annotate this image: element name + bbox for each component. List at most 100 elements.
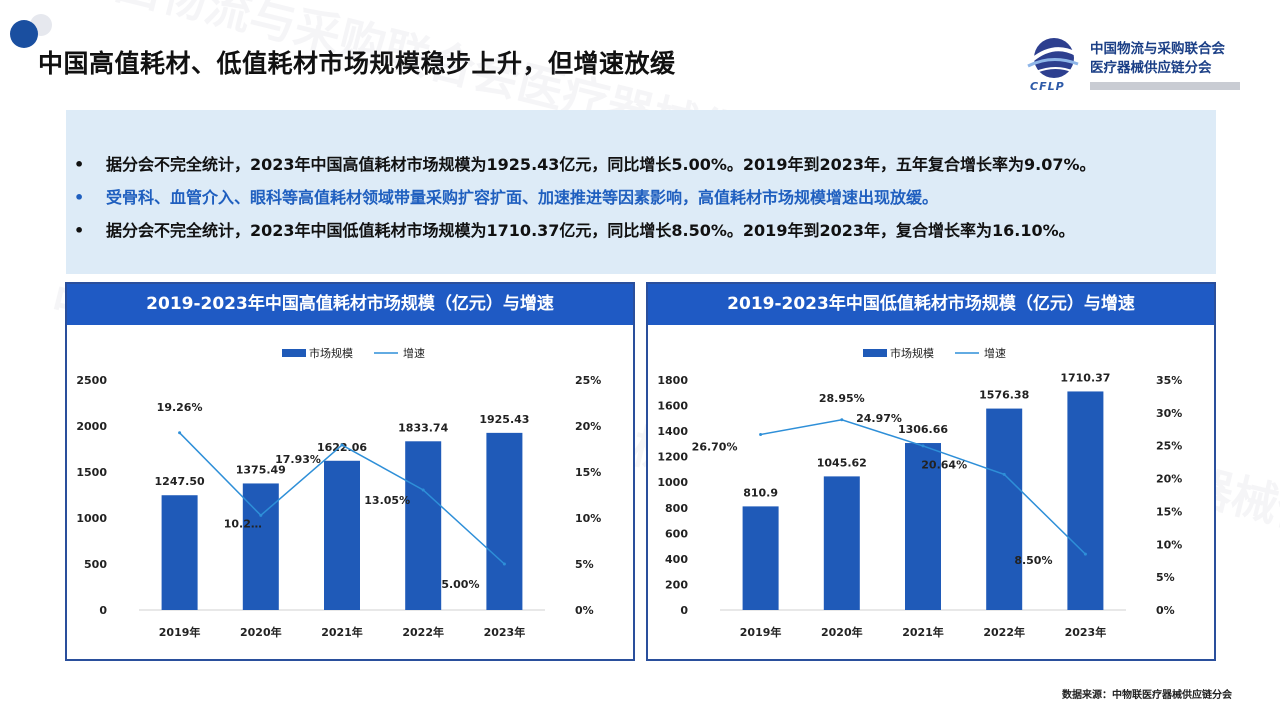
y-axis-tick-label: 1500 [76, 466, 107, 479]
x-axis-tick-label: 2019年 [740, 625, 782, 639]
y-axis-tick-label: 1200 [657, 451, 688, 464]
y-axis-tick-label: 800 [665, 502, 688, 515]
bullet-mark: • [74, 221, 85, 240]
x-axis-tick-label: 2022年 [402, 625, 444, 639]
bullet-mark: • [74, 188, 85, 207]
y2-axis-tick-label: 25% [1156, 440, 1182, 453]
bar [486, 432, 523, 610]
y-axis-tick-label: 0 [680, 604, 688, 617]
bar [405, 441, 442, 610]
cflp-globe-icon [1027, 38, 1079, 78]
bar-data-label: 1576.38 [979, 389, 1029, 402]
legend-bar-swatch [863, 349, 887, 357]
y2-axis-tick-label: 25% [575, 374, 601, 387]
bar-data-label: 810.9 [743, 486, 778, 499]
y2-axis-tick-label: 20% [1156, 473, 1182, 486]
growth-rate-label: 26.70% [692, 441, 738, 454]
bar [823, 476, 860, 610]
logo-line-1: 中国物流与采购联合会 [1090, 41, 1225, 57]
y-axis-tick-label: 1400 [657, 425, 688, 438]
bar-data-label: 1925.43 [479, 413, 529, 426]
growth-rate-point [840, 418, 844, 422]
growth-rate-point [921, 444, 925, 448]
y2-axis-tick-label: 20% [575, 420, 601, 433]
y-axis-tick-label: 1000 [657, 476, 688, 489]
bar-data-label: 1375.49 [236, 463, 286, 476]
bar-data-label: 1306.66 [898, 423, 948, 436]
high-value-chart-title: 2019-2023年中国高值耗材市场规模（亿元）与增速 [67, 284, 633, 325]
bar-data-label: 1247.50 [155, 475, 205, 488]
page-title: 中国高值耗材、低值耗材市场规模稳步上升，但增速放缓 [38, 49, 676, 78]
logo-subtitle-bar [1090, 82, 1240, 90]
bar [986, 408, 1023, 610]
x-axis-tick-label: 2020年 [240, 625, 282, 639]
bar [1067, 391, 1104, 610]
cflp-logo: CFLP 中国物流与采购联合会 医疗器械供应链分会 [1022, 34, 1247, 96]
x-axis-tick-label: 2019年 [159, 625, 201, 639]
logo-mark: CFLP [1030, 80, 1065, 93]
bullet-mark: • [74, 155, 85, 174]
legend-bar-label: 市场规模 [309, 346, 353, 360]
y-axis-tick-label: 1800 [657, 374, 688, 387]
y-axis-tick-label: 1000 [76, 512, 107, 525]
growth-rate-label: 20.64% [921, 458, 967, 471]
y2-axis-tick-label: 15% [575, 466, 601, 479]
legend-bar-swatch [282, 349, 306, 357]
logo-organization: 中国物流与采购联合会 医疗器械供应链分会 [1090, 40, 1225, 78]
decorative-dots [8, 12, 58, 52]
decorative-dot-large [10, 20, 38, 48]
growth-rate-point [759, 433, 763, 437]
bullet-text: 据分会不完全统计，2023年中国高值耗材市场规模为1925.43亿元，同比增长5… [106, 155, 1096, 174]
x-axis-tick-label: 2023年 [1065, 625, 1107, 639]
growth-rate-point [340, 443, 344, 447]
y-axis-tick-label: 2000 [76, 420, 107, 433]
bar [161, 495, 198, 610]
bar-data-label: 1622.06 [317, 441, 367, 454]
bar [905, 443, 941, 610]
low-value-chart: 市场规模 增速 0 200 400 600 800 1000 1200 1400 1600 1800 0… [657, 346, 1182, 639]
bullet-text: 受骨科、血管介入、眼科等高值耗材领域带量采购扩容扩面、加速推进等因素影响，高值耗… [106, 188, 939, 207]
bar-data-label: 1833.74 [398, 421, 448, 434]
growth-rate-label: 28.95% [819, 392, 865, 405]
growth-rate-point [259, 513, 263, 517]
growth-rate-point [502, 562, 506, 566]
bullet-item: • 据分会不完全统计，2023年中国低值耗材市场规模为1710.37亿元，同比增… [66, 214, 1216, 247]
y-axis-tick-label: 400 [665, 553, 688, 566]
growth-rate-label: 13.05% [364, 494, 410, 507]
bullet-item: • 受骨科、血管介入、眼科等高值耗材领域带量采购扩容扩面、加速推进等因素影响，高… [66, 181, 1216, 214]
legend-bar-label: 市场规模 [890, 346, 934, 360]
y2-axis-tick-label: 35% [1156, 374, 1182, 387]
low-value-chart-title: 2019-2023年中国低值耗材市场规模（亿元）与增速 [648, 284, 1214, 325]
growth-rate-point [178, 431, 182, 435]
growth-rate-label: 10.2… [224, 517, 262, 530]
y2-axis-tick-label: 30% [1156, 407, 1182, 420]
data-source: 数据来源：中物联医疗器械供应链分会 [1062, 690, 1232, 701]
bullet-item: • 据分会不完全统计，2023年中国高值耗材市场规模为1925.43亿元，同比增… [66, 148, 1216, 181]
y2-axis-tick-label: 15% [1156, 505, 1182, 518]
bar [742, 506, 779, 610]
logo-line-2: 医疗器械供应链分会 [1090, 60, 1212, 76]
y2-axis-tick-label: 10% [1156, 538, 1182, 551]
high-value-chart: 市场规模 增速 0 500 1000 1500 2000 2500 0% 5% 10% 15% 20% 2… [76, 346, 601, 639]
x-axis-tick-label: 2022年 [983, 625, 1025, 639]
growth-rate-label: 19.26% [157, 401, 203, 414]
x-axis-tick-label: 2021年 [902, 625, 944, 639]
low-value-chart-panel: 2019-2023年中国低值耗材市场规模（亿元）与增速 市场规模 增速 0 200 40… [646, 282, 1216, 661]
growth-rate-label: 5.00% [441, 578, 479, 591]
y2-axis-tick-label: 5% [1156, 571, 1175, 584]
bullet-text: 据分会不完全统计，2023年中国低值耗材市场规模为1710.37亿元，同比增长8… [106, 221, 1075, 240]
growth-rate-label: 24.97% [856, 412, 902, 425]
y-axis-tick-label: 0 [99, 604, 107, 617]
y-axis-tick-label: 2500 [76, 374, 107, 387]
y2-axis-tick-label: 10% [575, 512, 601, 525]
bar-data-label: 1710.37 [1060, 371, 1110, 384]
x-axis-tick-label: 2020年 [821, 625, 863, 639]
y2-axis-tick-label: 0% [1156, 604, 1175, 617]
x-axis-tick-label: 2021年 [321, 625, 363, 639]
y-axis-tick-label: 200 [665, 578, 688, 591]
y-axis-tick-label: 1600 [657, 400, 688, 413]
x-axis-tick-label: 2023年 [484, 625, 526, 639]
bar-data-label: 1045.62 [817, 456, 867, 469]
y2-axis-tick-label: 5% [575, 558, 594, 571]
summary-panel: • 据分会不完全统计，2023年中国高值耗材市场规模为1925.43亿元，同比增… [66, 110, 1216, 274]
